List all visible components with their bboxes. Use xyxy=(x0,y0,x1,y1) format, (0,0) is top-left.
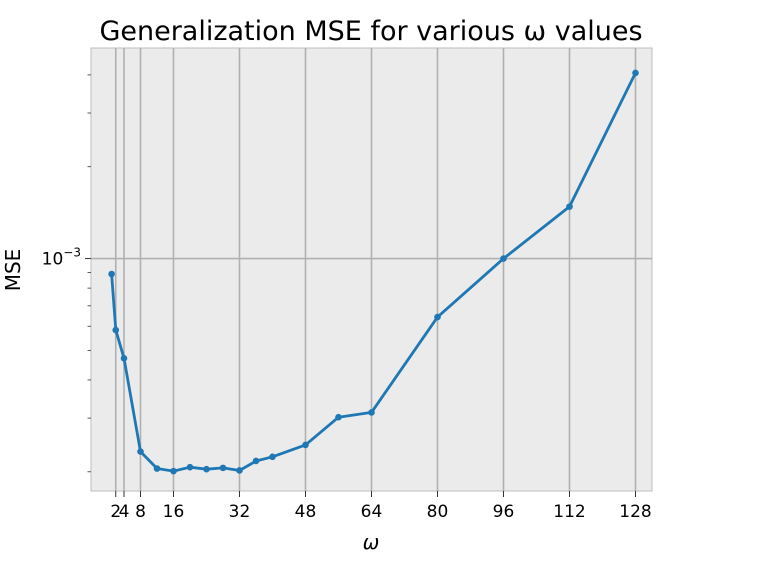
y-axis-label: MSE xyxy=(1,249,25,292)
data-point xyxy=(434,313,441,321)
chart-title: Generalization MSE for various ω values xyxy=(99,16,642,47)
data-point xyxy=(186,463,194,471)
data-point xyxy=(236,467,243,474)
data-point xyxy=(170,467,177,475)
x-tick-label: 32 xyxy=(229,502,251,522)
data-series xyxy=(108,69,639,475)
data-point xyxy=(252,457,260,465)
data-point xyxy=(302,441,309,449)
data-point xyxy=(153,465,161,472)
y-ticks: 10−3 xyxy=(42,246,91,270)
data-point xyxy=(108,270,115,278)
data-point xyxy=(137,448,144,455)
data-point xyxy=(632,69,639,77)
data-point xyxy=(112,326,120,334)
data-point xyxy=(219,464,227,472)
x-tick-label: 128 xyxy=(619,502,651,522)
data-point xyxy=(120,355,128,362)
x-tick-label: 48 xyxy=(295,502,317,522)
data-point xyxy=(500,255,507,262)
y-minor-ticks xyxy=(87,74,91,473)
x-tick-label: 96 xyxy=(493,502,515,522)
x-tick-label: 4 xyxy=(119,502,130,522)
x-tick-label: 112 xyxy=(553,502,585,522)
x-tick-label: 8 xyxy=(135,502,146,522)
grid xyxy=(91,48,652,491)
x-axis-label: ω xyxy=(363,530,380,554)
x-tick-label: 16 xyxy=(163,502,185,522)
x-ticks: 24 8 16 32 48 64 80 96 112 128 xyxy=(110,491,652,522)
x-tick-label: 2 xyxy=(110,502,121,522)
data-point xyxy=(368,409,375,416)
data-point xyxy=(203,465,210,473)
data-point xyxy=(269,453,276,461)
x-tick-label: 80 xyxy=(427,502,449,522)
y-tick-label: 10−3 xyxy=(42,246,81,270)
x-tick-label: 64 xyxy=(361,502,383,522)
data-point xyxy=(335,413,342,421)
data-point xyxy=(566,203,573,210)
